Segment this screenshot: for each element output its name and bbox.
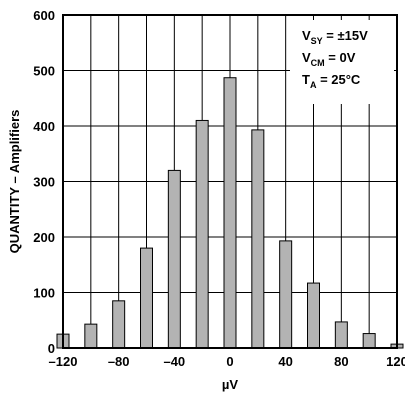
bar [279,240,293,349]
x-tick-label: 80 [334,354,348,369]
x-tick-label: 0 [226,354,233,369]
bar [140,247,153,349]
bar [362,333,376,349]
y-tick-label: 200 [33,230,55,245]
x-axis-label: µV [222,377,238,392]
y-tick-label: 0 [48,341,55,356]
annotation-background [290,20,394,104]
y-tick-labels: 0 100 200 300 400 500 600 [33,8,55,356]
x-tick-labels: –120 –80 –40 0 40 80 120 [49,354,405,369]
y-tick-label: 600 [33,8,55,23]
y-tick-label: 500 [33,64,55,79]
bar [307,282,320,349]
bars [56,77,404,349]
y-axis-label: QUANTITY – Amplifiers [7,110,22,254]
y-tick-label: 100 [33,286,55,301]
y-tick-label: 400 [33,119,55,134]
x-tick-label: –80 [108,354,130,369]
x-tick-label: –40 [163,354,185,369]
bar [195,119,209,349]
bar [167,169,181,349]
annotation-line: TA = 25°C [302,72,361,90]
x-tick-label: 120 [386,354,405,369]
bar [112,300,126,349]
y-tick-label: 300 [33,175,55,190]
conditions-annotation: VSY = ±15V VCM = 0V TA = 25°C [290,20,394,104]
bar [334,321,348,349]
annotation-line: VSY = ±15V [302,28,368,46]
x-tick-label: 40 [278,354,292,369]
annotation-line: VCM = 0V [302,50,356,68]
bar [251,129,265,349]
bar [223,77,237,349]
plot-frame [62,14,398,349]
x-tick-label: –120 [49,354,78,369]
bar [84,323,98,349]
